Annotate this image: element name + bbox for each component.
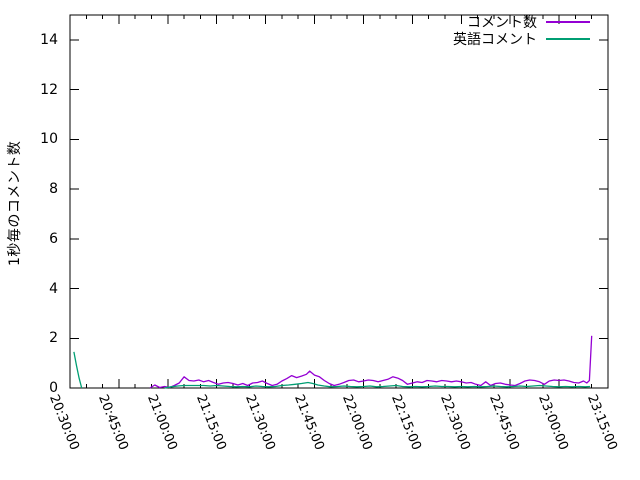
y-tick-label: 10 — [40, 131, 58, 148]
y-tick-label: 0 — [49, 380, 58, 396]
y-tick-label: 14 — [40, 31, 58, 48]
legend-label-english-comments: 英語コメント — [453, 32, 537, 48]
legend: コメント数 英語コメント — [453, 14, 590, 48]
legend-row-comments: コメント数 — [453, 14, 590, 31]
y-tick-label: 6 — [49, 230, 58, 247]
y-tick-label: 2 — [49, 330, 58, 347]
y-tick-label: 4 — [49, 280, 58, 297]
plot-border — [69, 14, 609, 389]
legend-line-sample-comments — [546, 21, 590, 23]
series-line-1 — [73, 351, 83, 389]
y-tick-label: 8 — [49, 181, 58, 198]
legend-label-comments: コメント数 — [467, 15, 537, 31]
series-line-0 — [149, 335, 593, 389]
y-tick-label: 12 — [40, 81, 58, 98]
legend-row-english-comments: 英語コメント — [453, 31, 590, 48]
legend-line-sample-english-comments — [546, 38, 590, 40]
series-line-1 — [164, 381, 591, 389]
